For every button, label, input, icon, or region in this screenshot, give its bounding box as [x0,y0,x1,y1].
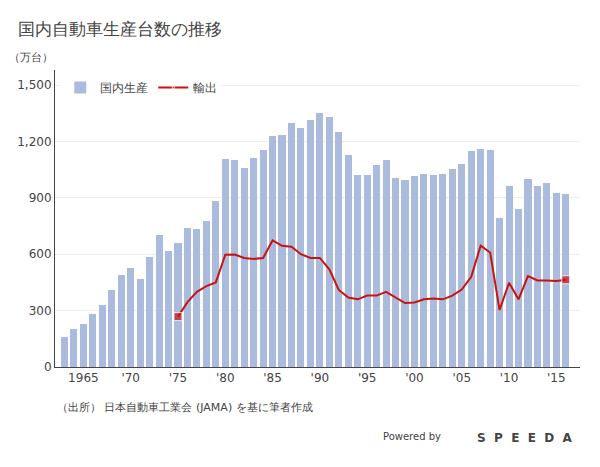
svg-text:Powered by: Powered by [383,431,441,442]
svg-text:S P E E D A: S P E E D A [477,431,573,445]
svg-text:'10: '10 [500,371,519,385]
svg-text:300: 300 [29,304,52,318]
svg-text:（万台）: （万台） [9,51,53,64]
svg-text:0: 0 [44,360,52,374]
svg-text:国内自動車生産台数の推移: 国内自動車生産台数の推移 [18,19,222,39]
svg-text:900: 900 [29,191,52,205]
svg-text:'15: '15 [547,371,566,385]
svg-text:'70: '70 [121,371,140,385]
svg-text:'85: '85 [263,371,282,385]
svg-text:1,200: 1,200 [17,135,51,149]
svg-text:1965: 1965 [68,371,99,385]
svg-text:'75: '75 [169,371,188,385]
svg-text:600: 600 [29,247,52,261]
svg-text:'00: '00 [405,371,424,385]
svg-text:'05: '05 [452,371,471,385]
svg-text:'80: '80 [216,371,235,385]
svg-text:（出所） 日本自動車工業会 (JAMA) を基に筆者作成: （出所） 日本自動車工業会 (JAMA) を基に筆者作成 [57,401,313,414]
svg-text:輸出: 輸出 [193,81,217,95]
svg-text:'95: '95 [358,371,377,385]
svg-text:1,500: 1,500 [17,78,51,92]
svg-text:国内生産: 国内生産 [100,81,148,95]
svg-text:'90: '90 [311,371,330,385]
